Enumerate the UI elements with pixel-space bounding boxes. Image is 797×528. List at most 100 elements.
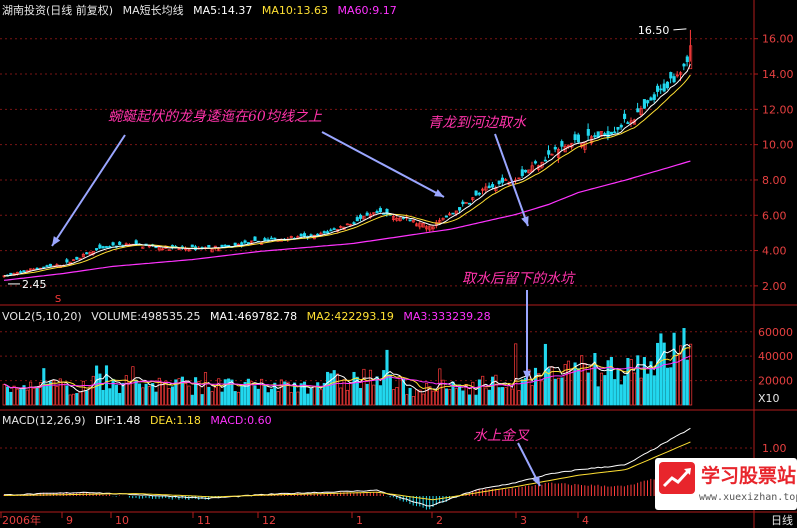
volume-bar bbox=[411, 396, 415, 406]
candle-body bbox=[408, 219, 412, 222]
candle-body bbox=[652, 94, 656, 100]
candle-body bbox=[665, 81, 670, 89]
volume-bar bbox=[78, 391, 82, 406]
candle-body bbox=[500, 177, 505, 183]
candle-body bbox=[329, 229, 333, 232]
arrow-dragon-body-left-head bbox=[52, 236, 61, 246]
candle-body bbox=[263, 238, 267, 241]
dea-line bbox=[3, 441, 691, 501]
volume-bar bbox=[563, 364, 567, 406]
volume-bar bbox=[497, 387, 501, 406]
candle-body bbox=[679, 72, 683, 75]
ma10-line bbox=[3, 74, 691, 277]
volume-bar bbox=[75, 393, 79, 406]
candle-body bbox=[467, 202, 472, 205]
annotation-dragon-body: 蜿蜒起伏的龙身逶迤在60均线之上 bbox=[108, 109, 322, 125]
volume-bar bbox=[68, 394, 72, 406]
volume-bar bbox=[438, 368, 442, 406]
candle-body bbox=[101, 246, 105, 249]
volume-bar bbox=[246, 378, 250, 406]
low-price-label: 2.45 bbox=[22, 278, 47, 291]
volume-bar bbox=[659, 333, 663, 406]
volume-bar bbox=[669, 367, 673, 406]
volume-bar bbox=[91, 375, 95, 406]
volume-bar bbox=[101, 389, 105, 406]
volume-bar bbox=[632, 372, 637, 406]
volume-bar bbox=[114, 384, 118, 406]
volume-bar bbox=[345, 389, 349, 406]
volume-bar bbox=[524, 377, 528, 406]
volume-bar bbox=[302, 381, 307, 406]
volume-bar bbox=[58, 378, 62, 406]
volume-bar bbox=[425, 382, 429, 406]
volume-bar bbox=[665, 367, 670, 406]
high-marker-line bbox=[673, 28, 687, 31]
volume-bar bbox=[65, 385, 69, 406]
volume-bar bbox=[500, 387, 505, 406]
candle-body bbox=[613, 131, 617, 134]
volume-bar bbox=[131, 366, 135, 406]
volume-bar bbox=[662, 342, 666, 406]
volume-bar bbox=[104, 365, 109, 406]
candle-body bbox=[685, 56, 689, 63]
volume-bar bbox=[269, 388, 274, 406]
volume-bar bbox=[540, 380, 544, 406]
candle-body bbox=[78, 257, 82, 260]
volume-bar bbox=[557, 377, 561, 406]
candle-body bbox=[85, 252, 89, 255]
candle-body bbox=[672, 76, 676, 83]
volume-bar bbox=[220, 391, 224, 406]
volume-bar bbox=[649, 361, 653, 406]
volume-bar bbox=[108, 388, 112, 406]
volume-bar bbox=[167, 388, 171, 406]
volume-bar bbox=[593, 353, 597, 406]
price-tick-label: 14.00 bbox=[762, 68, 794, 81]
candle-body bbox=[207, 244, 211, 248]
volume-bar bbox=[382, 370, 386, 406]
volume-bar bbox=[474, 394, 478, 406]
candle-body bbox=[372, 212, 376, 215]
candle-body bbox=[302, 233, 307, 237]
volume-bar bbox=[316, 382, 320, 406]
volume-bar bbox=[12, 385, 16, 406]
arrow-golden-cross-head bbox=[532, 476, 540, 486]
annotation-water-pit: 取水后留下的水坑 bbox=[462, 271, 574, 287]
candle-body bbox=[309, 234, 313, 237]
volume-bar bbox=[299, 383, 303, 406]
vol-ma3-readout: MA3:333239.28 bbox=[403, 310, 491, 323]
candle-body bbox=[474, 190, 478, 196]
vol-ma1-readout: MA1:469782.78 bbox=[209, 310, 298, 323]
volume-bar bbox=[656, 342, 660, 406]
volume-bar bbox=[477, 379, 481, 406]
volume-bar bbox=[154, 391, 158, 406]
candle-body bbox=[533, 161, 538, 164]
candle-body bbox=[104, 246, 109, 248]
candle-body bbox=[220, 244, 224, 248]
volume-bar bbox=[170, 386, 175, 406]
candle-body bbox=[573, 134, 577, 141]
volume-bar bbox=[42, 368, 46, 406]
candle-body bbox=[576, 134, 580, 143]
candle-body bbox=[566, 144, 571, 147]
volume-bar bbox=[355, 376, 359, 406]
volume-bar bbox=[368, 369, 373, 406]
candle-body bbox=[395, 217, 399, 221]
volume-bar bbox=[260, 378, 264, 406]
candle-body bbox=[299, 233, 303, 237]
volume-bar bbox=[45, 383, 49, 406]
volume-bar bbox=[428, 386, 432, 406]
price-tick-label: 8.00 bbox=[762, 174, 787, 187]
candle-body bbox=[71, 259, 76, 262]
volume-bar bbox=[312, 385, 316, 406]
candle-body bbox=[177, 248, 181, 251]
candle-body bbox=[22, 270, 26, 273]
volume-bar bbox=[596, 386, 600, 406]
price-tick-label: 12.00 bbox=[762, 103, 794, 116]
volume-bar bbox=[603, 375, 607, 406]
timeline-period-label: 日线 bbox=[771, 513, 793, 527]
candle-body bbox=[494, 188, 498, 192]
candle-body bbox=[682, 63, 686, 67]
price-tick-label: 10.00 bbox=[762, 139, 794, 152]
volume-bar bbox=[151, 383, 155, 406]
arrow-dragon-body-right bbox=[321, 131, 445, 198]
